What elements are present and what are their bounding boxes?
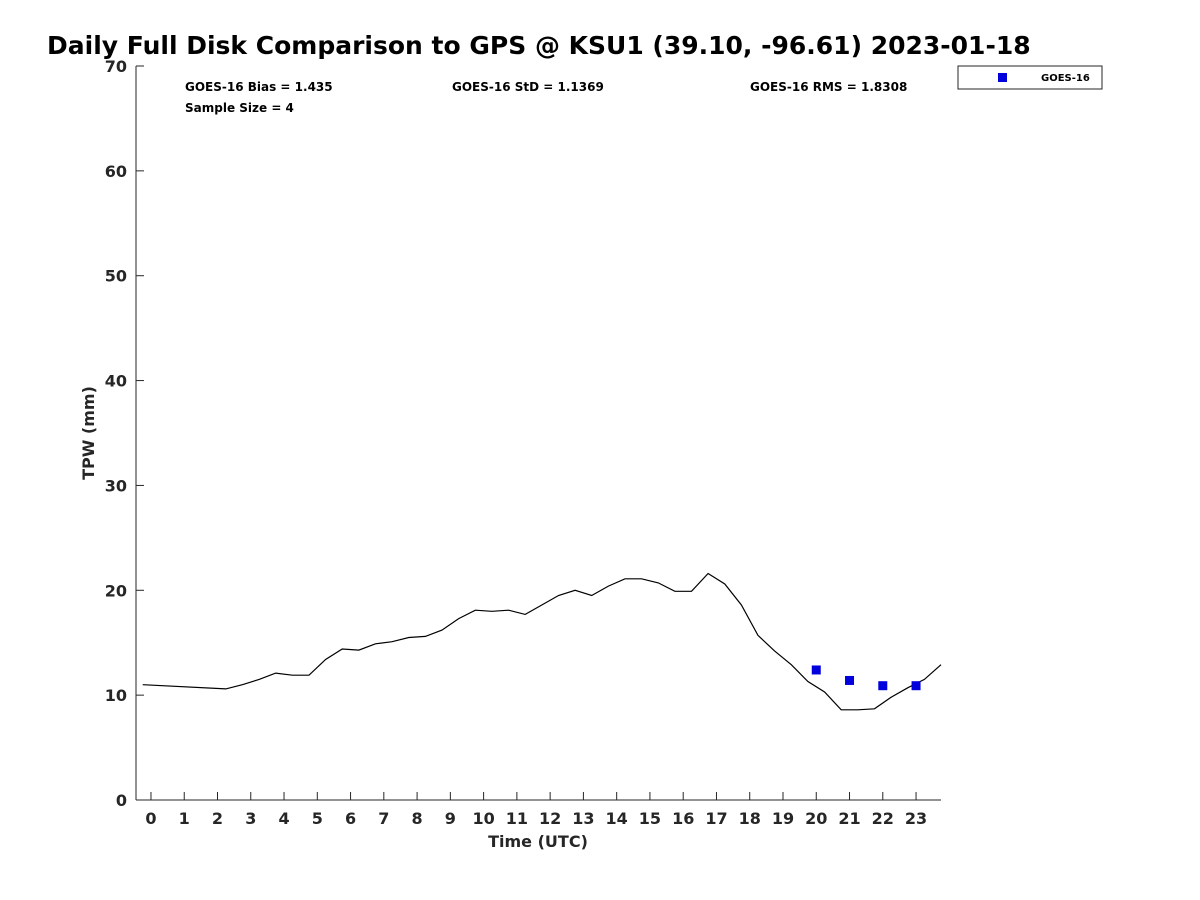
chart-title: Daily Full Disk Comparison to GPS @ KSU1… xyxy=(47,31,1031,60)
x-axis-label: Time (UTC) xyxy=(488,832,588,851)
y-tick-label: 10 xyxy=(105,686,127,705)
legend-marker-goes-16 xyxy=(998,73,1007,82)
x-tick-label: 23 xyxy=(905,809,927,828)
y-tick-label: 0 xyxy=(116,791,127,810)
x-tick-label: 8 xyxy=(412,809,423,828)
x-tick-label: 2 xyxy=(212,809,223,828)
goes-16-point xyxy=(878,681,888,691)
y-tick-label: 20 xyxy=(105,581,127,600)
goes-16-point xyxy=(811,665,821,675)
x-tick-label: 0 xyxy=(145,809,156,828)
bias-stat: GOES-16 Bias = 1.435 xyxy=(185,80,333,94)
x-tick-label: 15 xyxy=(639,809,661,828)
x-tick-label: 20 xyxy=(805,809,827,828)
rms-stat: GOES-16 RMS = 1.8308 xyxy=(750,80,907,94)
x-tick-label: 4 xyxy=(278,809,289,828)
x-tick-label: 5 xyxy=(312,809,323,828)
goes-16-point xyxy=(845,675,855,685)
y-tick-label: 50 xyxy=(105,267,127,286)
x-tick-label: 12 xyxy=(539,809,561,828)
y-tick-label: 70 xyxy=(105,57,127,76)
legend: GOES-16 xyxy=(957,65,1103,90)
y-tick-label: 30 xyxy=(105,476,127,495)
x-tick-label: 7 xyxy=(378,809,389,828)
x-tick-label: 3 xyxy=(245,809,256,828)
x-tick-label: 18 xyxy=(739,809,761,828)
sample-size-stat: Sample Size = 4 xyxy=(185,101,294,115)
x-tick-label: 10 xyxy=(472,809,494,828)
x-tick-label: 19 xyxy=(772,809,794,828)
x-tick-label: 16 xyxy=(672,809,694,828)
std-stat: GOES-16 StD = 1.1369 xyxy=(452,80,604,94)
legend-label-goes-16: GOES-16 xyxy=(1041,73,1090,84)
x-tick-label: 22 xyxy=(872,809,894,828)
y-axis-label: TPW (mm) xyxy=(79,386,98,480)
y-tick-label: 40 xyxy=(105,372,127,391)
x-tick-label: 9 xyxy=(445,809,456,828)
x-tick-label: 6 xyxy=(345,809,356,828)
legend-box xyxy=(957,65,1103,90)
x-tick-label: 21 xyxy=(838,809,860,828)
y-tick-label: 60 xyxy=(105,162,127,181)
x-tick-label: 1 xyxy=(179,809,190,828)
gps-tpw-line xyxy=(142,572,942,711)
goes-16-point xyxy=(911,681,921,691)
x-tick-label: 14 xyxy=(606,809,628,828)
x-tick-label: 13 xyxy=(572,809,594,828)
x-tick-label: 11 xyxy=(506,809,528,828)
x-tick-label: 17 xyxy=(705,809,727,828)
